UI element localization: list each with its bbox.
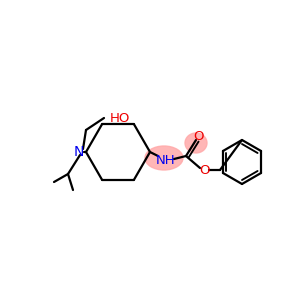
Text: HO: HO xyxy=(110,112,130,125)
Ellipse shape xyxy=(145,146,183,170)
Ellipse shape xyxy=(185,133,207,153)
Text: O: O xyxy=(199,164,209,176)
Text: N: N xyxy=(74,145,84,159)
Text: O: O xyxy=(193,130,203,142)
Text: NH: NH xyxy=(156,154,176,166)
